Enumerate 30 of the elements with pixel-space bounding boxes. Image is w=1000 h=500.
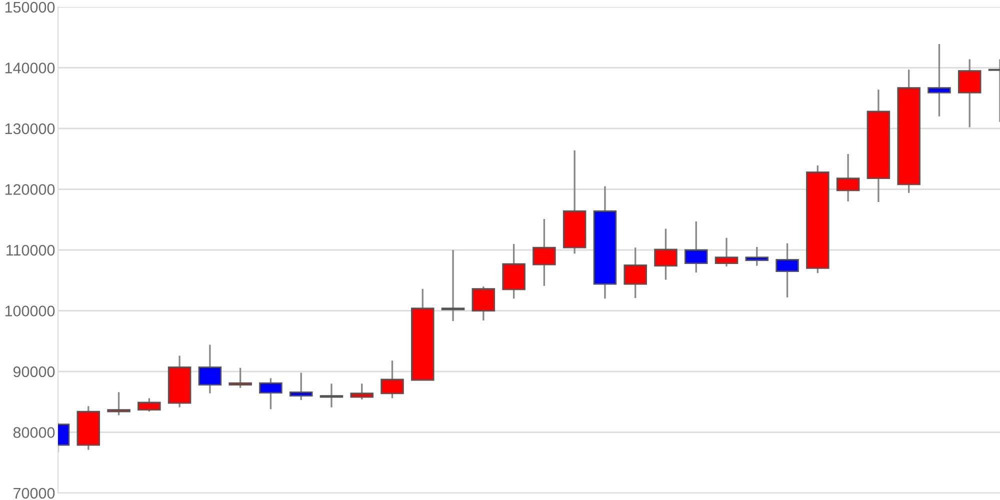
candlestick	[776, 242, 799, 298]
candlestick	[836, 153, 860, 202]
candlestick	[654, 228, 678, 281]
y-tick-label: 70000	[14, 488, 55, 499]
candlestick	[380, 360, 404, 400]
y-tick-label: 110000	[6, 244, 55, 256]
y-tick-label: 100000	[5, 306, 55, 316]
y-tick-label: 130000	[5, 123, 55, 134]
candlestick	[958, 58, 982, 128]
candlestick	[624, 246, 647, 299]
y-tick-label: 140000	[5, 62, 55, 74]
y-tick-label: 80000	[13, 427, 55, 438]
candlestick	[684, 220, 708, 274]
y-tick-label: 150000	[5, 2, 55, 13]
candlestick	[138, 397, 161, 412]
candlestick	[107, 391, 130, 416]
candlestick	[714, 237, 738, 268]
candlestick	[259, 377, 282, 410]
candlestick	[320, 382, 344, 408]
candlestick	[472, 286, 496, 322]
candlestick	[198, 344, 222, 394]
y-tick-label: 120000	[5, 184, 55, 195]
y-tick-label: 90000	[13, 366, 55, 378]
candlestick	[289, 372, 313, 401]
candlestick	[745, 246, 769, 267]
candlestick	[441, 249, 465, 322]
candlestick	[532, 218, 556, 287]
candlestick	[928, 43, 951, 118]
candlestick	[350, 382, 374, 400]
candlestick	[228, 367, 252, 389]
